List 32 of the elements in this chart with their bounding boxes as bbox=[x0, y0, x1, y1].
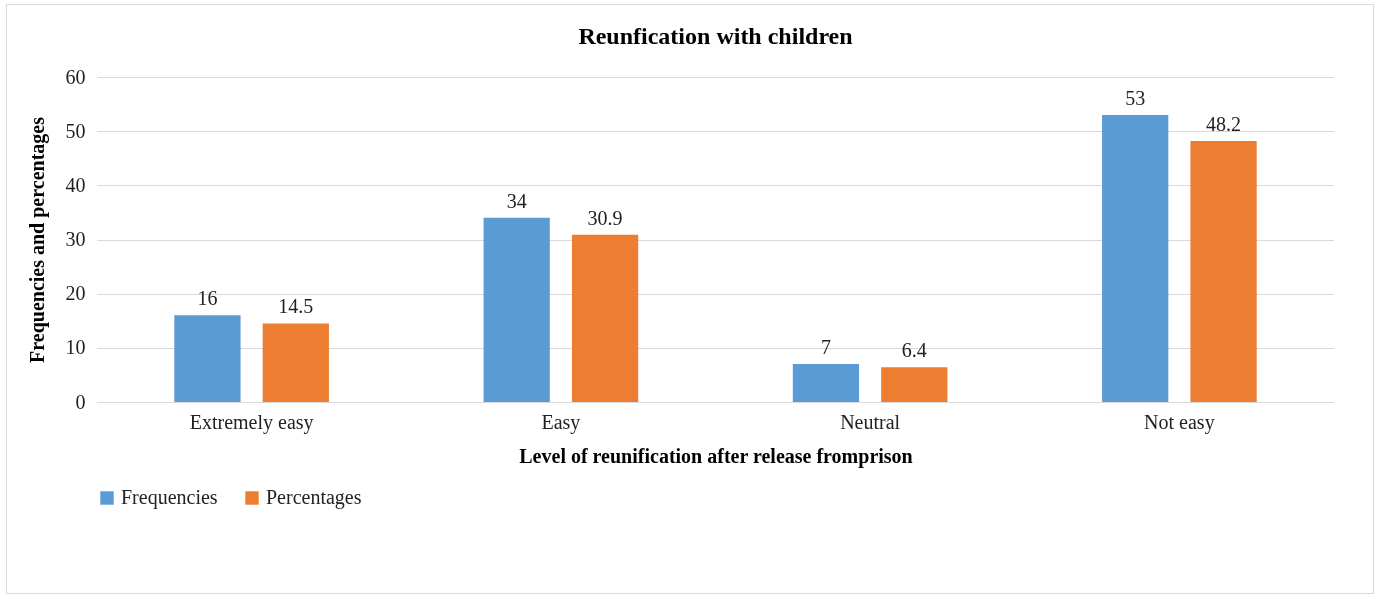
bar bbox=[1190, 140, 1257, 402]
bar bbox=[483, 217, 550, 402]
y-tick-label: 50 bbox=[65, 119, 86, 142]
data-label: 7 bbox=[820, 336, 831, 359]
bar bbox=[571, 234, 639, 402]
bar bbox=[174, 315, 241, 402]
bar bbox=[1102, 114, 1169, 402]
data-label: 34 bbox=[506, 189, 527, 212]
bar bbox=[881, 367, 948, 402]
x-tick-label: Extremely easy bbox=[189, 410, 314, 434]
bar bbox=[262, 323, 329, 402]
legend-label: Percentages bbox=[266, 486, 362, 509]
y-tick-label: 40 bbox=[65, 173, 86, 196]
data-label: 30.9 bbox=[587, 206, 623, 229]
y-tick-label: 10 bbox=[65, 336, 86, 359]
y-tick-label: 30 bbox=[65, 228, 86, 250]
data-label: 14.5 bbox=[278, 295, 314, 318]
y-tick-label: 0 bbox=[75, 390, 86, 413]
legend-label: Frequencies bbox=[121, 486, 218, 509]
bar bbox=[792, 364, 860, 402]
x-tick-label: Neutral bbox=[840, 410, 901, 433]
chart-title: Reunfication with children bbox=[578, 23, 853, 49]
x-axis-title: Level of reunification after release fromprison bbox=[519, 444, 913, 468]
x-tick-label: Not easy bbox=[1144, 410, 1215, 434]
y-tick-label: 20 bbox=[65, 282, 86, 305]
data-label: 53 bbox=[1125, 86, 1146, 109]
data-label: 16 bbox=[197, 287, 218, 310]
x-tick-label: Easy bbox=[541, 410, 581, 434]
y-axis-title: Frequencies and percentages bbox=[25, 116, 49, 363]
data-label: 6.4 bbox=[901, 339, 927, 362]
y-tick-label: 60 bbox=[65, 65, 86, 88]
data-label: 48.2 bbox=[1206, 112, 1242, 135]
